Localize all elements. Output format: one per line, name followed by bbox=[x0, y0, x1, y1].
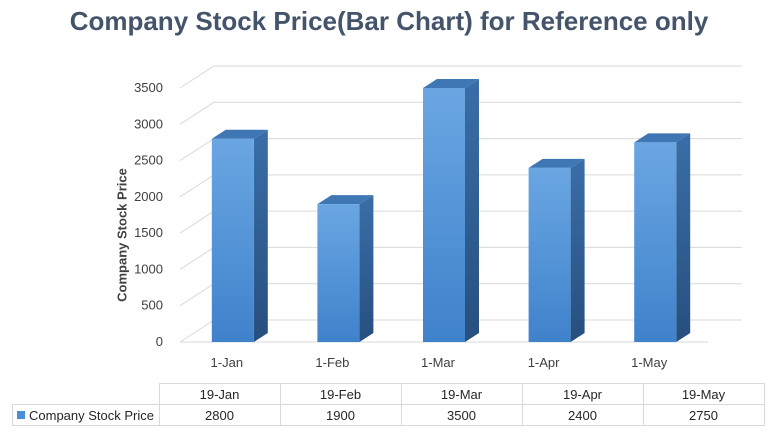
bar-front bbox=[317, 204, 360, 342]
y-tick-label: 3000 bbox=[134, 116, 163, 131]
y-tick-label: 500 bbox=[141, 298, 163, 313]
data-table-header-cell: 19-Mar bbox=[400, 383, 523, 405]
y-tick-label: 1000 bbox=[134, 261, 163, 276]
chart-title: Company Stock Price(Bar Chart) for Refer… bbox=[69, 6, 709, 36]
y-tick-label: 0 bbox=[156, 334, 163, 349]
bar-side bbox=[570, 158, 585, 342]
data-table-header-row: 19-Jan 19-Feb 19-Mar 19-Apr 19-May bbox=[12, 383, 765, 405]
bar-top bbox=[423, 79, 479, 88]
y-tick-label: 3500 bbox=[134, 80, 163, 95]
bar bbox=[634, 133, 691, 342]
bar-front bbox=[211, 138, 254, 342]
x-category-label: 1-May bbox=[631, 355, 668, 370]
x-category-label: 1-Jan bbox=[211, 355, 244, 370]
gridline bbox=[179, 65, 742, 89]
legend-swatch bbox=[17, 411, 25, 420]
bar-top bbox=[317, 195, 374, 205]
y-tick-label: 1500 bbox=[134, 225, 163, 240]
bar-side bbox=[676, 133, 691, 342]
x-category-label: 1-Mar bbox=[421, 355, 456, 370]
data-table-header-cell: 19-Apr bbox=[521, 383, 644, 405]
bar-top bbox=[634, 133, 691, 143]
bar-top bbox=[528, 158, 585, 168]
bar-side bbox=[359, 195, 374, 342]
legend-entry: Company Stock Price bbox=[12, 404, 160, 426]
y-tick-label: 2000 bbox=[134, 189, 163, 204]
data-table-corner-cell bbox=[12, 383, 160, 405]
bar bbox=[423, 79, 479, 342]
data-table-value-cell: 2800 bbox=[158, 404, 281, 426]
data-table-value-cell: 3500 bbox=[400, 404, 523, 426]
bar bbox=[528, 158, 585, 342]
bar bbox=[211, 129, 268, 342]
bar-side bbox=[253, 129, 268, 342]
bar-side bbox=[465, 79, 479, 342]
data-table-value-cell: 2400 bbox=[521, 404, 644, 426]
bar-front bbox=[634, 142, 677, 342]
x-category-label: 1-Feb bbox=[315, 355, 349, 370]
data-table: 19-Jan 19-Feb 19-Mar 19-Apr 19-May Compa… bbox=[12, 383, 765, 426]
bar-front bbox=[423, 88, 465, 342]
y-tick-label: 2500 bbox=[134, 153, 163, 168]
x-category-label: 1-Apr bbox=[528, 355, 560, 370]
bar-front bbox=[528, 167, 571, 342]
gridline bbox=[179, 101, 742, 125]
data-table-header-cell: 19-Feb bbox=[279, 383, 402, 405]
data-table-header-cell: 19-Jan bbox=[158, 383, 281, 405]
data-table-value-cell: 1900 bbox=[279, 404, 402, 426]
bar bbox=[317, 195, 374, 342]
data-table-header-cell: 19-May bbox=[642, 383, 765, 405]
legend-label: Company Stock Price bbox=[29, 407, 154, 423]
data-table-value-cell: 2750 bbox=[642, 404, 765, 426]
bar-top bbox=[211, 129, 268, 139]
data-table-value-row: Company Stock Price 2800 1900 3500 2400 … bbox=[12, 404, 765, 426]
